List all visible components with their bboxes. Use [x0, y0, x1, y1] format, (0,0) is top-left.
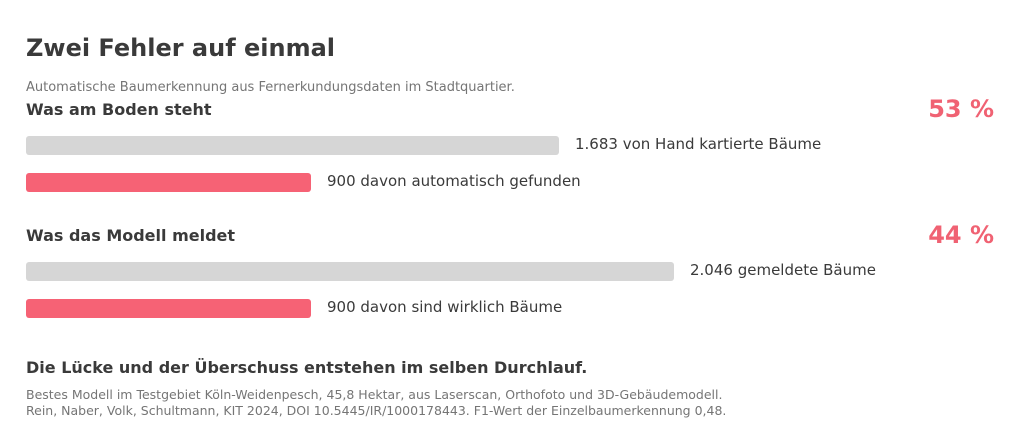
source-line-1: Bestes Modell im Testgebiet Köln-Weidenp… — [26, 387, 723, 402]
source-line-2: Rein, Naber, Volk, Schultmann, KIT 2024,… — [26, 403, 727, 418]
group-percent: 44 % — [928, 221, 994, 249]
group-percent: 53 % — [928, 95, 994, 123]
bar-matched — [26, 299, 311, 318]
page-title: Zwei Fehler auf einmal — [26, 34, 336, 62]
bar-label: 2.046 gemeldete Bäume — [690, 261, 876, 279]
conclusion-text: Die Lücke und der Überschuss entstehen i… — [26, 358, 588, 377]
group-heading: Was das Modell meldet — [26, 226, 236, 245]
bar-matched — [26, 173, 311, 192]
page-subtitle: Automatische Baumerkennung aus Fernerkun… — [26, 80, 515, 95]
bar-label: 1.683 von Hand kartierte Bäume — [575, 135, 822, 153]
group-heading: Was am Boden steht — [26, 100, 212, 119]
bar-label: 900 davon sind wirklich Bäume — [327, 298, 563, 316]
bar-total — [26, 136, 559, 155]
bar-label: 900 davon automatisch gefunden — [327, 172, 581, 190]
bar-total — [26, 262, 674, 281]
